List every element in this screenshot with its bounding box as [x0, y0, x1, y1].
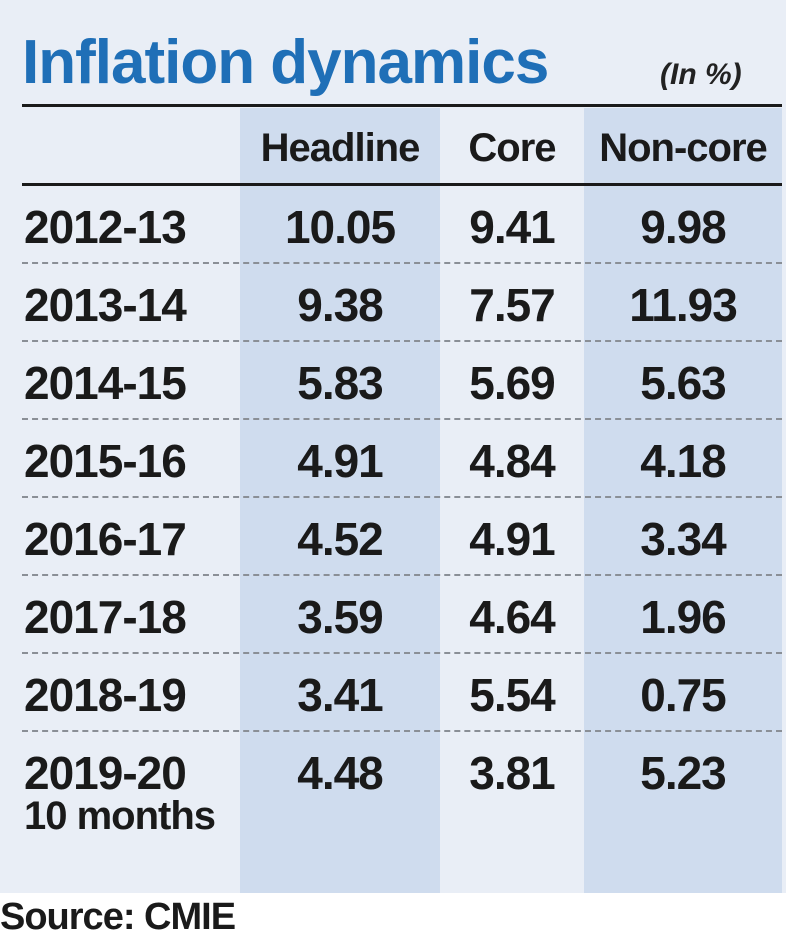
table-row: 2015-16 4.91 4.84 4.18	[22, 420, 782, 498]
cell-headline: 3.59	[297, 591, 384, 643]
row-divider	[22, 574, 782, 576]
cell-non-core: 9.98	[640, 201, 727, 253]
cell-headline: 4.52	[297, 513, 384, 565]
cell-headline: 4.91	[297, 435, 384, 487]
row-label: 2017-18	[24, 591, 187, 643]
table-row: 2018-19 3.41 5.54 0.75	[22, 654, 782, 732]
cell-non-core: 11.93	[629, 279, 738, 331]
row-label: 2015-16	[24, 435, 187, 487]
data-table: Headline Core Non-core 2012-13 10.05 9.41 9…	[22, 108, 782, 893]
row-divider	[22, 496, 782, 498]
table-row: 2014-15 5.83 5.69 5.63	[22, 342, 782, 420]
cell-core: 4.91	[469, 513, 556, 565]
row-label: 2019-20	[24, 747, 187, 799]
chart-title: Inflation dynamics	[22, 28, 549, 97]
row-divider	[22, 652, 782, 654]
cell-headline: 5.83	[297, 357, 384, 409]
cell-headline: 9.38	[297, 279, 384, 331]
cell-non-core: 4.18	[640, 435, 727, 487]
cell-headline: 10.05	[284, 201, 396, 253]
top-rule	[22, 104, 782, 107]
row-divider	[22, 418, 782, 420]
cell-non-core: 5.23	[640, 747, 727, 799]
table-row: 2016-17 4.52 4.91 3.34	[22, 498, 782, 576]
table-row: 2012-13 10.05 9.41 9.98	[22, 186, 782, 264]
cell-core: 5.54	[469, 669, 556, 721]
cell-non-core: 1.96	[640, 591, 727, 643]
table-row: 2017-18 3.59 4.64 1.96	[22, 576, 782, 654]
cell-headline: 4.48	[297, 747, 384, 799]
title-row: Inflation dynamics (In %)	[22, 22, 782, 102]
column-header-core: Core	[468, 126, 556, 170]
column-shade-non-core	[584, 108, 782, 893]
cell-core: 7.57	[469, 279, 556, 331]
table-row: 2013-14 9.38 7.57 11.93	[22, 264, 782, 342]
cell-core: 4.84	[469, 435, 556, 487]
header-rule	[22, 183, 782, 186]
column-header-headline: Headline	[260, 126, 421, 170]
cell-headline: 3.41	[297, 669, 384, 721]
cell-non-core: 5.63	[640, 357, 727, 409]
row-label: 2012-13	[24, 201, 187, 253]
source-note: Source: CMIE	[0, 896, 236, 938]
cell-non-core: 0.75	[640, 669, 727, 721]
cell-core: 9.41	[469, 201, 556, 253]
row-label: 2016-17	[24, 513, 187, 565]
row-divider	[22, 262, 782, 264]
cell-core: 4.64	[469, 591, 556, 643]
cell-core: 3.81	[469, 747, 556, 799]
table-body: 2012-13 10.05 9.41 9.98 2013-14 9.38 7.57 11.93…	[22, 186, 782, 842]
row-divider	[22, 340, 782, 342]
column-shade-headline	[240, 108, 440, 893]
cell-non-core: 3.34	[640, 513, 727, 565]
cell-core: 5.69	[469, 357, 556, 409]
row-label: 2013-14	[24, 279, 187, 331]
table-header: Headline Core Non-core	[22, 108, 782, 186]
row-label: 2014-15	[24, 357, 187, 409]
table-row: 2019-20 10 months 4.48 3.81 5.23	[22, 732, 782, 842]
unit-label: (In %)	[660, 58, 742, 91]
row-divider	[22, 730, 782, 732]
row-label: 2018-19	[24, 669, 187, 721]
row-sublabel: 10 months	[24, 794, 216, 838]
column-header-non-core: Non-core	[599, 126, 768, 170]
